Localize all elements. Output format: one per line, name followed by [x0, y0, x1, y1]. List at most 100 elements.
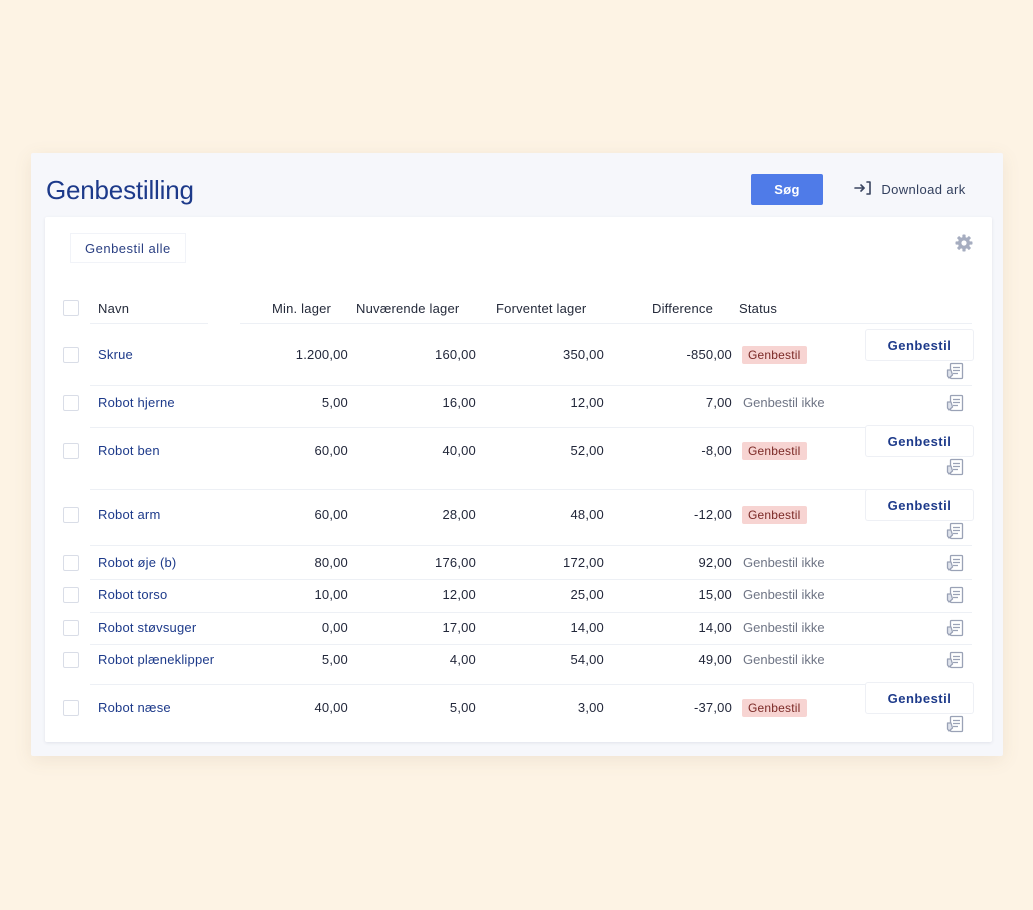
download-sheet-button[interactable]: Download ark — [835, 174, 985, 205]
row-checkbox[interactable] — [63, 347, 79, 363]
reorder-window: Genbestilling Søg Download ark Genbestil… — [31, 153, 1003, 756]
status-badge: Genbestil — [742, 442, 807, 460]
document-list-icon[interactable] — [945, 618, 965, 638]
reorder-button[interactable]: Genbestil — [866, 683, 973, 713]
status-badge: Genbestil — [742, 699, 807, 717]
row-divider — [90, 684, 972, 685]
row-divider — [90, 644, 972, 645]
sign-in-arrow-icon — [854, 180, 872, 199]
product-name-link[interactable]: Robot torso — [98, 587, 168, 602]
document-list-icon[interactable] — [945, 585, 965, 605]
row-checkbox[interactable] — [63, 507, 79, 523]
row-divider — [90, 489, 972, 490]
row-checkbox[interactable] — [63, 587, 79, 603]
current-stock-value: 176,00 — [435, 555, 476, 570]
current-stock-value: 4,00 — [449, 652, 476, 667]
product-name-link[interactable]: Robot arm — [98, 507, 161, 522]
column-header-name: Navn — [98, 301, 130, 316]
difference-value: 7,00 — [705, 395, 732, 410]
current-stock-value: 17,00 — [442, 620, 476, 635]
expected-stock-value: 172,00 — [563, 555, 604, 570]
current-stock-value: 12,00 — [442, 587, 476, 602]
product-name-link[interactable]: Robot plæneklipper — [98, 652, 215, 667]
reorder-table-panel: Genbestil alle Navn Min. lager N — [45, 217, 992, 742]
current-stock-value: 5,00 — [449, 700, 476, 715]
row-checkbox[interactable] — [63, 555, 79, 571]
document-list-icon[interactable] — [945, 521, 965, 541]
current-stock-value: 160,00 — [435, 347, 476, 362]
status-text: Genbestil ikke — [743, 395, 825, 410]
difference-value: 14,00 — [698, 620, 732, 635]
min-stock-value: 5,00 — [321, 652, 348, 667]
min-stock-value: 40,00 — [314, 700, 348, 715]
status-text: Genbestil ikke — [743, 555, 825, 570]
document-list-icon[interactable] — [945, 714, 965, 734]
document-list-icon[interactable] — [945, 650, 965, 670]
status-text: Genbestil ikke — [743, 652, 825, 667]
search-button[interactable]: Søg — [751, 174, 823, 205]
document-list-icon[interactable] — [945, 457, 965, 477]
expected-stock-value: 12,00 — [570, 395, 604, 410]
column-header-difference: Difference — [652, 301, 714, 316]
current-stock-value: 16,00 — [442, 395, 476, 410]
column-header-expected-stock: Forventet lager — [496, 301, 587, 316]
document-list-icon[interactable] — [945, 361, 965, 381]
expected-stock-value: 52,00 — [570, 443, 604, 458]
product-name-link[interactable]: Robot støvsuger — [98, 620, 197, 635]
status-badge: Genbestil — [742, 346, 807, 364]
difference-value: -37,00 — [693, 700, 732, 715]
row-checkbox[interactable] — [63, 620, 79, 636]
product-name-link[interactable]: Robot ben — [98, 443, 160, 458]
expected-stock-value: 54,00 — [570, 652, 604, 667]
product-name-link[interactable]: Robot næse — [98, 700, 171, 715]
min-stock-value: 1.200,00 — [295, 347, 348, 362]
status-badge: Genbestil — [742, 506, 807, 524]
row-divider — [90, 427, 972, 428]
column-header-status: Status — [739, 301, 778, 316]
document-list-icon[interactable] — [945, 393, 965, 413]
difference-value: 92,00 — [698, 555, 732, 570]
min-stock-value: 60,00 — [314, 443, 348, 458]
expected-stock-value: 350,00 — [563, 347, 604, 362]
min-stock-value: 5,00 — [321, 395, 348, 410]
select-all-checkbox[interactable] — [63, 300, 79, 316]
gear-icon[interactable] — [954, 233, 974, 253]
expected-stock-value: 25,00 — [570, 587, 604, 602]
row-checkbox[interactable] — [63, 443, 79, 459]
search-input[interactable] — [215, 173, 723, 205]
current-stock-value: 40,00 — [442, 443, 476, 458]
difference-value: -12,00 — [693, 507, 732, 522]
page-title: Genbestilling — [46, 175, 194, 205]
status-text: Genbestil ikke — [743, 620, 825, 635]
column-header-current-stock: Nuværende lager — [356, 301, 460, 316]
reorder-button[interactable]: Genbestil — [866, 330, 973, 360]
product-name-link[interactable]: Skrue — [98, 347, 133, 362]
difference-value: 49,00 — [698, 652, 732, 667]
row-checkbox[interactable] — [63, 652, 79, 668]
status-text: Genbestil ikke — [743, 587, 825, 602]
difference-value: -850,00 — [686, 347, 732, 362]
download-sheet-label: Download ark — [881, 182, 966, 197]
min-stock-value: 80,00 — [314, 555, 348, 570]
expected-stock-value: 3,00 — [577, 700, 604, 715]
product-name-link[interactable]: Robot øje (b) — [98, 555, 177, 570]
reorder-button[interactable]: Genbestil — [866, 490, 973, 520]
difference-value: -8,00 — [701, 443, 732, 458]
column-header-min-stock: Min. lager — [272, 301, 332, 316]
row-checkbox[interactable] — [63, 395, 79, 411]
reorder-all-button[interactable]: Genbestil alle — [71, 234, 185, 262]
product-name-link[interactable]: Robot hjerne — [98, 395, 175, 410]
row-divider — [90, 579, 972, 580]
header-divider — [240, 323, 972, 324]
min-stock-value: 10,00 — [314, 587, 348, 602]
row-divider — [90, 385, 972, 386]
min-stock-value: 0,00 — [321, 620, 348, 635]
reorder-button[interactable]: Genbestil — [866, 426, 973, 456]
expected-stock-value: 14,00 — [570, 620, 604, 635]
document-list-icon[interactable] — [945, 553, 965, 573]
row-divider — [90, 545, 972, 546]
header-divider — [90, 323, 208, 324]
row-checkbox[interactable] — [63, 700, 79, 716]
row-divider — [90, 612, 972, 613]
difference-value: 15,00 — [698, 587, 732, 602]
